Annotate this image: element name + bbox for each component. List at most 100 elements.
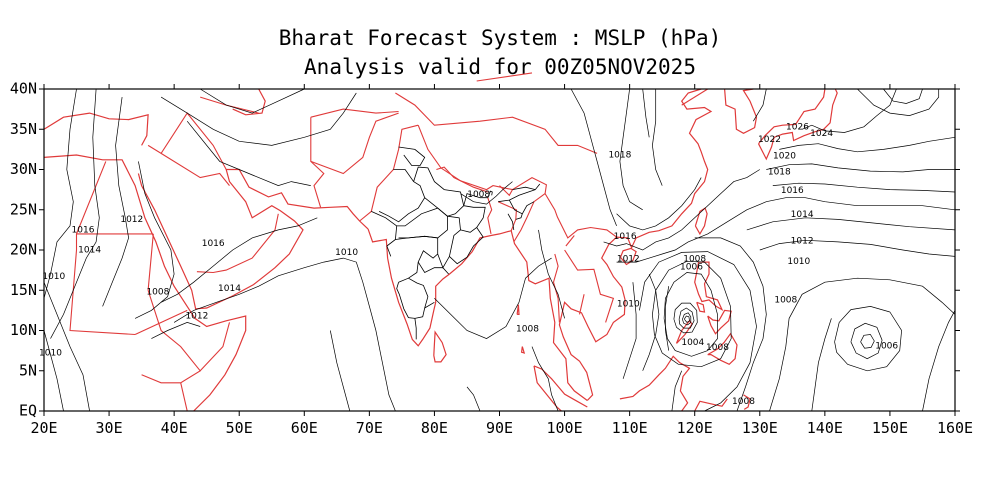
- state-boundary: [396, 207, 448, 239]
- isobar: [922, 310, 956, 412]
- isobar: [43, 88, 77, 299]
- coastline: [757, 88, 838, 161]
- coastline: [43, 112, 149, 146]
- isobar: [678, 307, 695, 329]
- isobar-label: 1026: [786, 122, 809, 132]
- isobar-label: 1014: [78, 246, 101, 256]
- coastline: [707, 332, 738, 366]
- country-boundary: [180, 382, 188, 412]
- isobar-layer: [43, 88, 956, 412]
- isobar-label: 1018: [608, 151, 631, 161]
- isobar-label: 1010: [787, 257, 810, 267]
- isobar-label: 1008: [467, 190, 490, 200]
- isobar: [570, 88, 617, 227]
- isobar: [43, 282, 90, 412]
- isobar: [460, 181, 513, 205]
- isobar: [200, 88, 305, 114]
- country-boundary: [552, 253, 560, 323]
- isobar: [811, 318, 832, 412]
- state-boundary: [396, 282, 417, 340]
- isobar-label: 1008: [146, 287, 169, 297]
- isobar: [186, 120, 311, 186]
- country-boundary: [417, 124, 548, 194]
- isobar-label-layer: 1016 1014 1012 1010 1010 1008 1012 1016 1014 1010…: [39, 122, 898, 406]
- isobar-label: 1014: [218, 284, 241, 294]
- x-tick-label: 90E: [486, 419, 513, 437]
- country-boundary: [196, 229, 276, 274]
- country-boundary: [565, 235, 575, 247]
- isobar: [860, 334, 875, 349]
- isobar-label: 1012: [791, 237, 814, 247]
- y-tick-label: EQ: [19, 402, 37, 420]
- isobar: [134, 161, 175, 319]
- country-boundary: [69, 249, 136, 336]
- isobar: [801, 88, 897, 133]
- chart-title: Bharat Forecast System : MSLP (hPa): [278, 26, 722, 50]
- isobar: [671, 370, 683, 412]
- isobar: [769, 277, 956, 412]
- isobar: [173, 257, 396, 412]
- isobar: [531, 346, 559, 412]
- isobar: [102, 97, 129, 307]
- isobar: [694, 237, 767, 412]
- isobar-label: 1012: [617, 254, 640, 264]
- isobar: [642, 88, 650, 138]
- country-boundary: [199, 322, 231, 372]
- coastline: [232, 88, 266, 116]
- state-boundary: [507, 213, 515, 230]
- isobar: [665, 286, 670, 351]
- country-boundary: [310, 108, 399, 118]
- isobar: [746, 217, 956, 231]
- isobar: [151, 322, 201, 339]
- isobar: [622, 282, 637, 379]
- coastline: [43, 154, 247, 412]
- isobar-label: 1016: [614, 232, 637, 242]
- state-boundary: [515, 213, 523, 220]
- state-boundary: [508, 199, 535, 215]
- state-boundary: [463, 193, 488, 206]
- isobar: [652, 89, 663, 186]
- isobar: [684, 315, 690, 323]
- coastline: [694, 261, 724, 312]
- x-tick-label: 160E: [937, 419, 973, 437]
- coastline: [694, 207, 708, 236]
- isobar-label: 1018: [768, 167, 791, 177]
- isobar-label: 1022: [758, 135, 781, 145]
- isobar: [160, 217, 318, 303]
- x-tick-label: 80E: [421, 419, 448, 437]
- coastline: [516, 304, 520, 315]
- coastline: [696, 301, 706, 313]
- coastline: [558, 88, 713, 401]
- isobar: [652, 260, 732, 368]
- isobar-label: 1016: [781, 186, 804, 196]
- isobar: [434, 257, 552, 339]
- country-boundary: [578, 294, 585, 315]
- state-boundary: [449, 227, 484, 265]
- coastline: [743, 394, 751, 410]
- coastline: [137, 169, 304, 310]
- isobar-label: 1016: [202, 239, 225, 249]
- state-boundary: [487, 190, 493, 198]
- isobar: [883, 88, 923, 104]
- isobar: [43, 330, 64, 412]
- coastline: [724, 88, 758, 134]
- coastline: [694, 398, 728, 412]
- coastline: [226, 168, 369, 230]
- x-tick-label: 120E: [677, 419, 713, 437]
- state-boundary: [408, 277, 429, 319]
- country-boundary: [310, 112, 399, 175]
- y-tick-label: 15N: [10, 281, 37, 299]
- isobar: [642, 273, 660, 371]
- coastline: [619, 247, 637, 266]
- x-tick-label: 150E: [872, 419, 908, 437]
- isobar: [616, 177, 702, 231]
- country-boundary: [160, 152, 230, 186]
- country-boundary: [75, 161, 107, 250]
- country-boundary: [513, 193, 546, 243]
- coastline: [433, 330, 447, 363]
- isobar: [466, 386, 481, 412]
- y-tick-label: 25N: [10, 200, 37, 218]
- isobar-label: 1012: [185, 312, 208, 322]
- isobar-label: 1008: [706, 343, 729, 353]
- country-boundary: [564, 249, 615, 323]
